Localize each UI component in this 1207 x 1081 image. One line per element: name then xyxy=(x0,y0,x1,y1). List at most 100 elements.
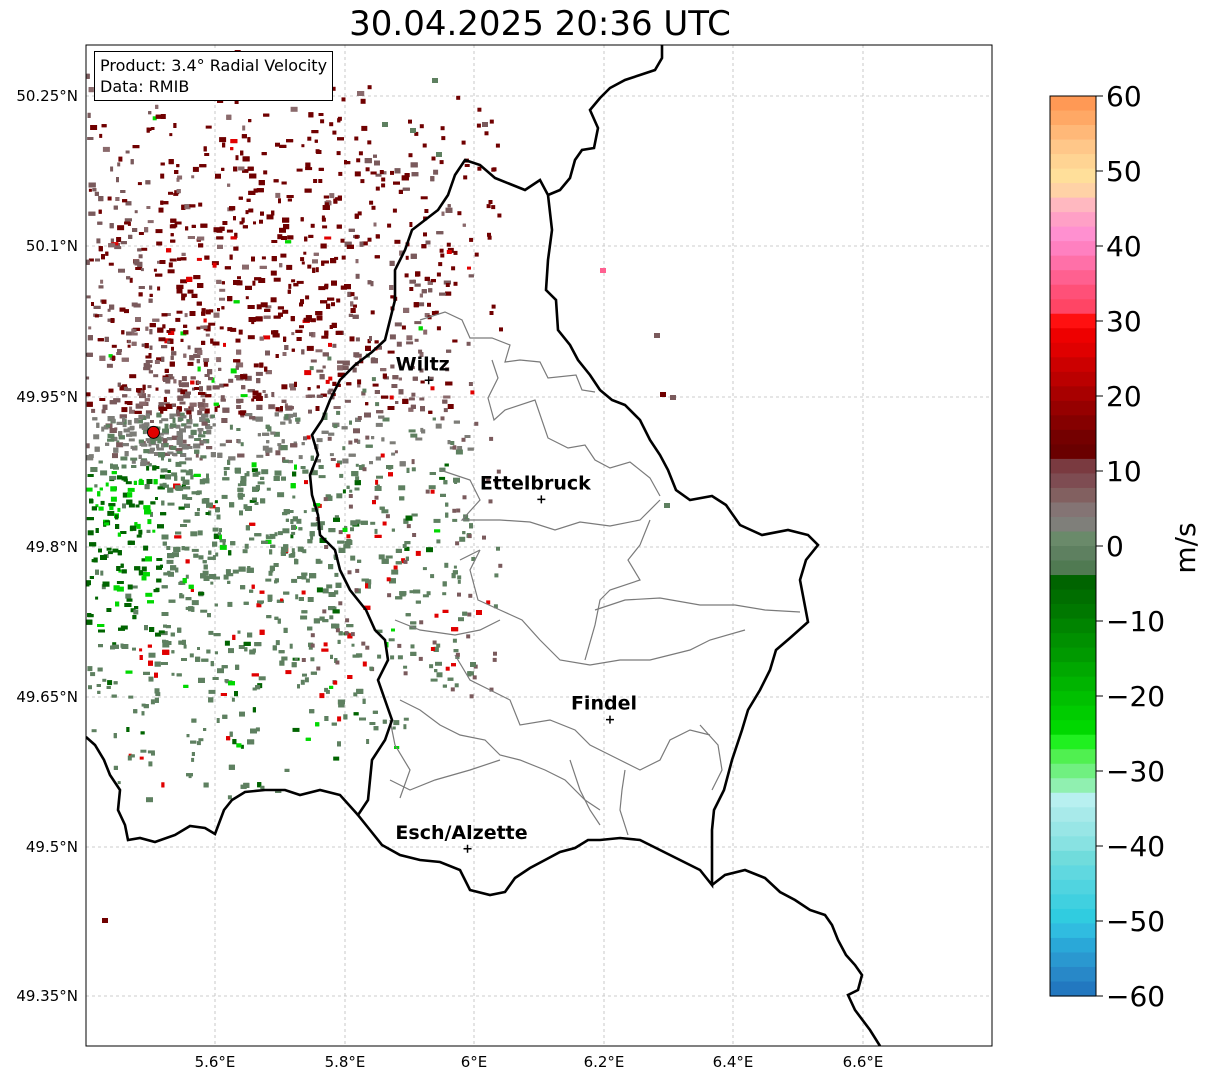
echo-pixel xyxy=(127,340,131,344)
echo-pixel xyxy=(235,338,241,343)
echo-pixel xyxy=(365,167,370,172)
echo-pixel xyxy=(205,125,212,129)
echo-pixel xyxy=(388,638,395,642)
echo-pixel xyxy=(194,387,201,390)
echo-pixel xyxy=(399,250,404,256)
city-marker[interactable]: Findel xyxy=(571,693,637,724)
echo-pixel xyxy=(155,273,163,277)
echo-pixel xyxy=(120,563,124,568)
echo-pixel xyxy=(226,229,233,233)
echo-pixel xyxy=(489,687,494,692)
echo-pixel xyxy=(197,366,201,372)
echo-pixel xyxy=(370,310,375,315)
echo-pixel xyxy=(406,524,411,529)
echo-pixel xyxy=(300,679,305,685)
echo-pixel xyxy=(301,610,308,614)
colorbar-segment xyxy=(1050,966,1096,983)
colorbar-segment xyxy=(1050,502,1096,518)
echo-pixel xyxy=(297,546,303,552)
echo-pixel xyxy=(185,444,191,448)
echo-pixel xyxy=(176,406,182,412)
echo-pixel xyxy=(382,719,387,724)
map-area[interactable] xyxy=(86,45,992,1046)
echo-pixel xyxy=(328,342,332,347)
echo-pixel xyxy=(216,514,221,520)
echo-pixel xyxy=(300,257,305,262)
echo-pixel xyxy=(113,681,118,685)
echo-pixel xyxy=(262,432,270,436)
echo-pixel xyxy=(452,445,457,450)
echo-pixel xyxy=(409,279,416,284)
echo-pixel xyxy=(227,459,231,465)
echo-pixel xyxy=(240,410,247,416)
colorbar-segment xyxy=(1050,400,1096,416)
echo-pixel xyxy=(283,591,290,595)
echo-pixel xyxy=(121,330,125,335)
echo-pixel xyxy=(154,688,160,694)
echo-pixel xyxy=(303,317,311,322)
echo-pixel xyxy=(318,113,324,116)
echo-pixel xyxy=(100,279,104,284)
echo-pixel xyxy=(288,283,292,289)
echo-pixel xyxy=(160,173,165,179)
echo-pixel xyxy=(176,164,180,168)
echo-pixel xyxy=(409,590,414,594)
echo-pixel xyxy=(301,658,306,662)
echo-pixel xyxy=(155,114,162,119)
echo-pixel xyxy=(203,782,209,788)
echo-pixel xyxy=(129,406,133,412)
echo-pixel xyxy=(167,451,174,455)
echo-pixel xyxy=(182,382,189,388)
city-marker[interactable]: Ettelbruck xyxy=(480,472,591,504)
echo-pixel xyxy=(353,304,357,308)
echo-pixel xyxy=(144,484,150,490)
echo-pixel xyxy=(256,454,264,458)
echo-pixel xyxy=(430,279,436,283)
echo-pixel xyxy=(230,327,237,332)
echo-pixel xyxy=(346,534,351,539)
echo-pixel xyxy=(131,465,137,468)
echo-pixel xyxy=(120,241,127,245)
echo-pixel xyxy=(171,346,174,351)
city-marker[interactable]: Esch/Alzette xyxy=(395,822,528,853)
echo-pixel xyxy=(237,276,241,280)
echo-pixel xyxy=(242,169,249,173)
echo-pixel xyxy=(279,144,287,148)
echo-pixel xyxy=(290,443,298,448)
echo-pixel xyxy=(337,372,345,377)
echo-pixel xyxy=(401,175,409,181)
echo-pixel xyxy=(246,198,251,202)
city-marker[interactable]: Wiltz xyxy=(396,353,450,385)
echo-pixel xyxy=(413,302,419,308)
echo-pixel xyxy=(236,405,242,409)
echo-pixel xyxy=(281,656,288,661)
echo-pixel xyxy=(297,576,304,579)
echo-pixel xyxy=(292,516,298,522)
echo-pixel xyxy=(375,629,383,633)
echo-pixel xyxy=(196,490,202,495)
echo-pixel xyxy=(247,335,255,340)
echo-pixel xyxy=(412,376,418,381)
echo-pixel xyxy=(239,711,245,717)
echo-pixel xyxy=(144,625,148,631)
echo-pixel xyxy=(410,162,418,168)
echo-pixel xyxy=(201,311,206,316)
echo-pixel xyxy=(287,198,292,202)
echo-pixel xyxy=(124,401,131,405)
echo-pixel xyxy=(183,353,187,358)
echo-pixel xyxy=(392,726,396,730)
echo-pixel xyxy=(127,419,132,425)
echo-pixel xyxy=(445,512,449,518)
echo-pixel xyxy=(163,438,168,444)
radar-site-marker[interactable] xyxy=(146,425,160,439)
echo-pixel xyxy=(271,240,278,243)
echo-pixel xyxy=(387,406,395,410)
echo-pixel xyxy=(316,394,323,398)
echo-pixel xyxy=(350,520,358,526)
echo-pixel xyxy=(88,258,94,262)
echo-pixel xyxy=(244,543,249,549)
echo-pixel xyxy=(108,354,113,358)
echo-pixel xyxy=(190,531,198,537)
echo-pixel xyxy=(324,285,329,290)
